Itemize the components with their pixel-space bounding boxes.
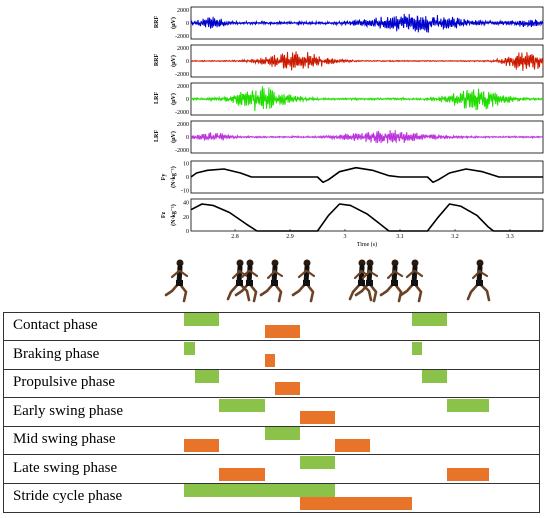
runner-icon bbox=[291, 259, 316, 303]
runner-figures bbox=[164, 259, 491, 303]
phase-label: Contact phase bbox=[13, 317, 98, 333]
runner-sequence bbox=[0, 255, 550, 310]
y-axis-unit: (µV) bbox=[170, 93, 177, 105]
runner-icon bbox=[354, 259, 379, 303]
y-axis-label: LRF bbox=[154, 92, 160, 104]
emg-signal-line bbox=[190, 130, 544, 144]
emg-signal-line bbox=[190, 13, 544, 33]
runner-icon bbox=[379, 259, 404, 303]
phase-segment-green bbox=[184, 341, 195, 355]
y-tick-label: 0 bbox=[186, 135, 189, 141]
phase-segment-orange bbox=[275, 382, 300, 395]
force-curve-line bbox=[190, 166, 543, 184]
y-axis-label: Fz bbox=[161, 211, 167, 218]
phase-row: Stride cycle phase bbox=[4, 484, 539, 512]
phase-segment-green bbox=[446, 398, 489, 412]
x-tick-label: 3.1 bbox=[396, 234, 404, 240]
y-tick-label: 10 bbox=[183, 162, 189, 168]
y-tick-label: -2000 bbox=[175, 72, 189, 78]
y-axis-label: Fy bbox=[161, 174, 167, 181]
phase-segment-orange bbox=[446, 467, 489, 481]
x-tick-label: 3.3 bbox=[506, 234, 514, 240]
runner-icon bbox=[399, 259, 424, 303]
phase-row: Early swing phase bbox=[4, 398, 539, 427]
y-tick-label: 0 bbox=[186, 21, 189, 27]
y-tick-label: 40 bbox=[183, 201, 189, 207]
y-tick-label: 0 bbox=[186, 59, 189, 65]
y-axis-unit: (µV) bbox=[170, 131, 177, 143]
phase-row: Propulsive phase bbox=[4, 370, 539, 398]
phase-segment-green bbox=[422, 370, 447, 383]
y-tick-label: 0 bbox=[186, 175, 189, 181]
phase-label: Mid swing phase bbox=[13, 431, 116, 447]
x-axis-label: Time (s) bbox=[357, 241, 377, 248]
runner-icon bbox=[348, 259, 373, 302]
runner-icon bbox=[259, 259, 284, 303]
phase-segment-green bbox=[411, 341, 422, 355]
phase-segment-orange bbox=[299, 497, 412, 510]
y-tick-label: -2000 bbox=[175, 148, 189, 154]
phase-segment-green bbox=[264, 427, 300, 440]
y-axis-label: RRF bbox=[154, 54, 160, 67]
x-tick-label: 3 bbox=[344, 234, 347, 240]
runner-icon bbox=[466, 259, 491, 302]
y-axis-unit: (N·kg⁻¹) bbox=[170, 166, 177, 188]
phase-segment-green bbox=[184, 484, 335, 497]
y-axis-label: LRF bbox=[154, 130, 160, 142]
y-tick-label: 0 bbox=[186, 229, 189, 235]
phase-row: Mid swing phase bbox=[4, 427, 539, 455]
gait-phase-table: Contact phase Braking phase Propulsive pha… bbox=[3, 312, 540, 513]
x-tick-label: 3.2 bbox=[451, 234, 459, 240]
y-tick-label: -2000 bbox=[175, 110, 189, 116]
phase-label: Braking phase bbox=[13, 345, 100, 362]
emg-signal-line bbox=[190, 86, 544, 112]
phase-segment-green bbox=[299, 455, 335, 469]
force-panel-frame bbox=[190, 198, 544, 232]
phase-label: Late swing phase bbox=[13, 459, 118, 476]
phase-segment-green bbox=[411, 313, 447, 326]
y-tick-label: 2000 bbox=[177, 8, 189, 14]
phase-segment-green bbox=[194, 370, 219, 383]
phase-label: Propulsive phase bbox=[13, 374, 116, 390]
phase-row: Late swing phase bbox=[4, 455, 539, 484]
y-axis-unit: (µV) bbox=[170, 55, 177, 67]
phase-label: Stride cycle phase bbox=[13, 488, 123, 504]
phase-segment-green bbox=[184, 313, 219, 326]
y-axis-label: RRF bbox=[154, 16, 160, 29]
phase-segment-green bbox=[219, 398, 265, 412]
phase-segment-orange bbox=[264, 325, 300, 338]
phase-label: Early swing phase bbox=[13, 402, 123, 419]
phase-segment-orange bbox=[334, 439, 370, 452]
x-tick-label: 2.8 bbox=[231, 234, 239, 240]
phase-segment-orange bbox=[264, 353, 275, 367]
force-panel-frame bbox=[190, 160, 544, 194]
runner-icon bbox=[234, 259, 259, 303]
y-tick-label: 2000 bbox=[177, 46, 189, 52]
y-axis-unit: (µV) bbox=[170, 17, 177, 29]
phase-segment-orange bbox=[184, 439, 219, 452]
phase-segment-orange bbox=[299, 410, 335, 424]
y-tick-label: -2000 bbox=[175, 34, 189, 40]
emg-signal-line bbox=[191, 51, 544, 71]
y-tick-label: 2000 bbox=[177, 84, 189, 90]
y-tick-label: 20 bbox=[183, 215, 189, 221]
phase-row: Contact phase bbox=[4, 313, 539, 341]
x-tick-label: 2.9 bbox=[286, 234, 294, 240]
runner-icon bbox=[226, 259, 251, 302]
y-axis-unit: (N·kg⁻¹) bbox=[170, 204, 177, 226]
y-tick-label: -10 bbox=[181, 188, 189, 194]
phase-row: Braking phase bbox=[4, 341, 539, 370]
phase-segment-orange bbox=[219, 467, 265, 481]
force-curve-line bbox=[190, 203, 543, 232]
y-tick-label: 0 bbox=[186, 97, 189, 103]
y-tick-label: 2000 bbox=[177, 122, 189, 128]
runner-icon bbox=[164, 259, 189, 303]
